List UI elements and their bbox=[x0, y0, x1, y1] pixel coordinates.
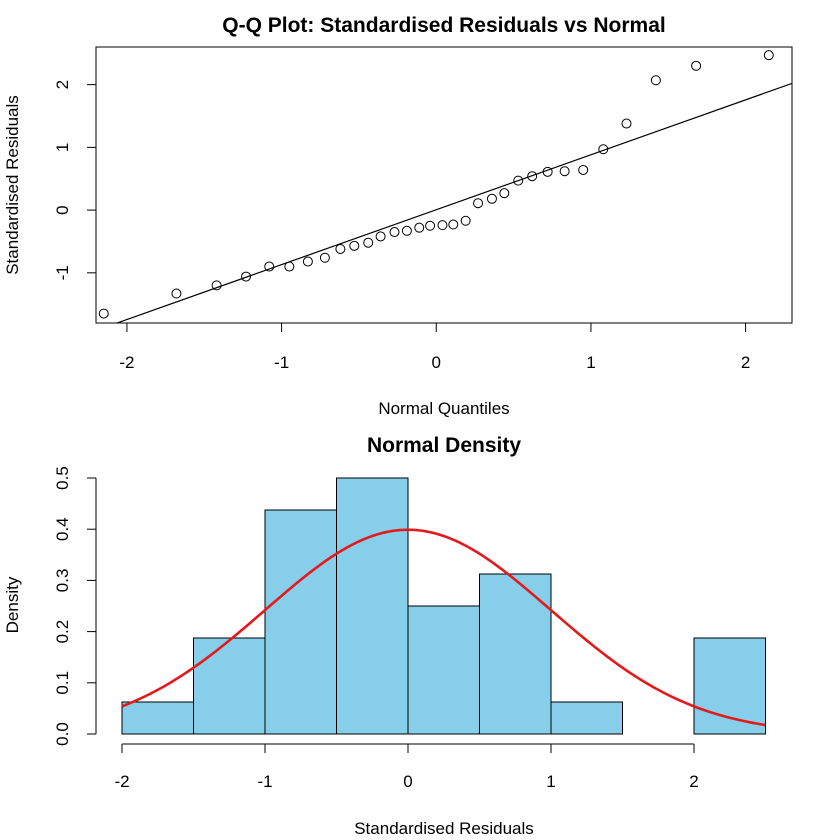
histogram-x-tick-label: 1 bbox=[546, 772, 555, 791]
qq-point bbox=[211, 280, 222, 291]
histogram-y-tick-label: 0.3 bbox=[53, 569, 72, 593]
qq-point bbox=[363, 237, 374, 248]
histogram-y-tick-label: 0.1 bbox=[53, 671, 72, 695]
qq-y-tick-label: 1 bbox=[53, 143, 72, 152]
histogram-x-tick-label: -2 bbox=[114, 772, 129, 791]
histogram-bar bbox=[693, 637, 766, 735]
qq-x-axis-label: Normal Quantiles bbox=[378, 399, 509, 418]
qq-point bbox=[621, 118, 632, 129]
qq-point bbox=[437, 220, 448, 231]
qq-point bbox=[499, 188, 510, 199]
histogram-y-axis: 0.0 0.1 0.2 0.3 0.4 0.5 bbox=[53, 466, 97, 746]
histogram-bar bbox=[121, 701, 194, 735]
qq-point bbox=[241, 271, 252, 282]
normal-density-curve bbox=[121, 528, 766, 727]
qq-point bbox=[473, 198, 484, 209]
qq-point bbox=[335, 243, 346, 254]
qq-point bbox=[425, 220, 436, 231]
density-histogram-panel: Normal Density -2 -1 0 1 2 0.00.10.20.30.40.… bbox=[3, 434, 766, 838]
qq-x-tick-label: 2 bbox=[741, 353, 750, 372]
histogram-x-axis: -2 -1 0 1 2 bbox=[114, 743, 699, 791]
histogram-bar bbox=[407, 605, 480, 735]
histogram-x-tick-label: 2 bbox=[689, 772, 698, 791]
qq-point bbox=[302, 256, 313, 267]
qq-point bbox=[401, 225, 412, 236]
qq-x-axis: -2 -1 0 1 2 bbox=[119, 323, 750, 372]
qq-point bbox=[414, 222, 425, 233]
qq-points bbox=[98, 50, 774, 319]
qq-y-axis: -1 0 1 2 bbox=[53, 80, 96, 280]
qq-x-tick-label: -2 bbox=[119, 353, 134, 372]
qq-plot-panel: Q-Q Plot: Standardised Residuals vs Norm… bbox=[3, 14, 793, 418]
histogram-y-axis-label: Density bbox=[3, 576, 22, 633]
histogram-x-axis-label: Standardised Residuals bbox=[354, 819, 534, 838]
histogram-bar bbox=[193, 637, 266, 735]
qq-point bbox=[349, 240, 360, 251]
histogram-bar bbox=[550, 701, 623, 735]
histogram-bar bbox=[336, 477, 409, 735]
histogram-bar bbox=[264, 509, 337, 735]
qq-plot-title: Q-Q Plot: Standardised Residuals vs Norm… bbox=[222, 14, 665, 37]
qq-point bbox=[578, 164, 589, 175]
qq-point bbox=[375, 231, 386, 242]
qq-point bbox=[650, 75, 661, 86]
qq-point bbox=[486, 193, 497, 204]
qq-y-tick-label: 2 bbox=[53, 80, 72, 89]
histogram-y-tick-label: 0.5 bbox=[53, 466, 72, 490]
histogram-title: Normal Density bbox=[367, 434, 521, 457]
histogram-x-tick-label: -1 bbox=[257, 772, 272, 791]
qq-y-tick-label: -1 bbox=[53, 265, 72, 280]
histogram-y-tick-label: 0.2 bbox=[53, 620, 72, 644]
qq-x-tick-label: 1 bbox=[586, 353, 595, 372]
qq-point bbox=[559, 166, 570, 177]
qq-point bbox=[691, 60, 702, 71]
qq-y-tick-label: 0 bbox=[53, 205, 72, 214]
qq-point bbox=[527, 171, 538, 182]
histogram-x-tick-label: 0 bbox=[403, 772, 412, 791]
qq-point bbox=[389, 227, 400, 238]
qq-reference-line bbox=[115, 82, 792, 323]
qq-x-tick-label: -1 bbox=[274, 353, 289, 372]
qq-point bbox=[319, 252, 330, 263]
histogram-y-tick-label: 0.4 bbox=[53, 517, 72, 541]
histogram-y-tick-label: 0.0 bbox=[53, 722, 72, 746]
qq-y-axis-label: Standardised Residuals bbox=[3, 95, 22, 275]
qq-point bbox=[460, 215, 471, 226]
qq-x-tick-label: 0 bbox=[432, 353, 441, 372]
qq-plot-frame bbox=[95, 46, 793, 324]
qq-point bbox=[264, 261, 275, 272]
qq-point bbox=[448, 219, 459, 230]
qq-point bbox=[763, 50, 774, 61]
qq-point bbox=[171, 288, 182, 299]
qq-point bbox=[513, 175, 524, 186]
qq-point bbox=[98, 308, 109, 319]
histogram-bar bbox=[479, 573, 552, 735]
